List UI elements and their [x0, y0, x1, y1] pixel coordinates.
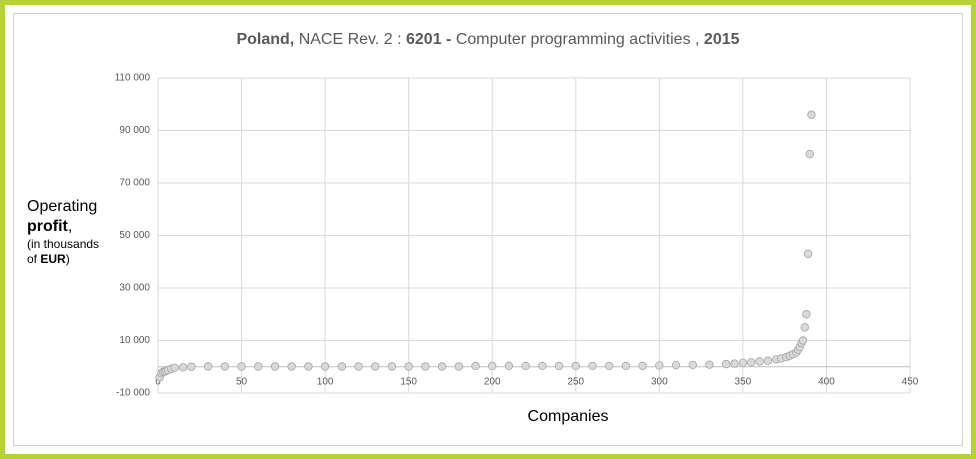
point: [605, 361, 614, 371]
point: [421, 362, 430, 371]
point: [387, 362, 397, 371]
y-tick-label: 110 000: [115, 73, 151, 84]
title-part: 6201 -: [406, 31, 451, 48]
y-label-line: of EUR): [27, 252, 99, 267]
x-tick-label: 50: [236, 376, 248, 387]
point: [404, 362, 413, 371]
point: [807, 110, 816, 119]
point: [805, 149, 814, 159]
inner-border: [13, 13, 963, 446]
point: [304, 362, 313, 371]
point: [798, 336, 808, 345]
point: [755, 357, 764, 366]
y-axis-label: Operating profit, (in thousands of EUR): [27, 197, 99, 267]
title-part: Computer programming activities ,: [456, 31, 700, 48]
y-tick-label: 90 000: [119, 125, 150, 136]
x-axis-label: Companies: [528, 408, 609, 425]
point: [621, 361, 631, 371]
x-tick-label: 450: [902, 376, 919, 387]
point: [254, 362, 263, 371]
x-tick-label: 200: [484, 376, 501, 387]
y-label-part: ,: [67, 218, 73, 235]
y-label-part: (in thousands: [27, 237, 100, 251]
point: [803, 249, 813, 259]
x-tick-label: 250: [567, 376, 584, 387]
point: [802, 310, 811, 319]
point: [763, 356, 773, 365]
y-label-part: ): [65, 252, 70, 266]
x-tick-label: 400: [818, 376, 835, 387]
y-label-line: Operating: [27, 197, 99, 217]
y-label-part: of: [27, 252, 41, 266]
point: [671, 360, 681, 370]
point: [571, 361, 580, 371]
y-tick-label: 50 000: [119, 230, 150, 241]
y-label-part: profit: [27, 218, 68, 235]
title-part: Poland,: [236, 31, 294, 48]
point: [354, 362, 363, 371]
point: [747, 358, 756, 367]
y-tick-label: -10 000: [116, 388, 150, 399]
point: [203, 362, 213, 371]
point: [337, 362, 347, 371]
point: [538, 361, 547, 371]
point: [554, 361, 564, 371]
x-tick-label: 150: [400, 376, 417, 387]
y-tick-label: 70 000: [119, 178, 150, 189]
point: [638, 361, 647, 371]
point: [187, 362, 196, 371]
x-tick-label: 300: [651, 376, 668, 387]
x-tick-label: 0: [155, 376, 161, 387]
y-tick-label: 30 000: [119, 283, 150, 294]
point: [521, 361, 530, 371]
chart-title: Poland, NACE Rev. 2 : 6201 - Computer pr…: [236, 31, 739, 48]
point: [738, 358, 748, 368]
y-tick-label: 10 000: [119, 335, 150, 346]
point: [170, 363, 179, 372]
point: [178, 363, 188, 372]
y-label-part: Operating: [27, 198, 98, 215]
title-part: 2015: [704, 31, 740, 48]
point: [655, 361, 664, 370]
point: [320, 362, 330, 371]
point: [454, 362, 463, 371]
chart: Poland, NACE Rev. 2 : 6201 - Computer pr…: [115, 31, 919, 425]
point: [688, 360, 697, 370]
y-label-line: profit,: [27, 217, 99, 237]
point: [800, 323, 809, 332]
point: [471, 361, 480, 371]
point: [588, 361, 597, 371]
title-part: NACE Rev. 2 :: [299, 31, 402, 48]
x-tick-label: 100: [317, 376, 334, 387]
point: [721, 359, 731, 369]
point: [220, 362, 230, 371]
point: [730, 359, 739, 368]
point: [504, 361, 514, 371]
y-label-line: (in thousands: [27, 237, 99, 252]
y-label-part: EUR: [40, 252, 66, 266]
point: [371, 362, 380, 371]
point: [488, 361, 497, 371]
x-tick-label: 350: [735, 376, 752, 387]
point: [705, 360, 714, 369]
point: [270, 362, 280, 371]
point: [437, 362, 447, 371]
point: [287, 362, 296, 371]
point: [237, 362, 246, 371]
